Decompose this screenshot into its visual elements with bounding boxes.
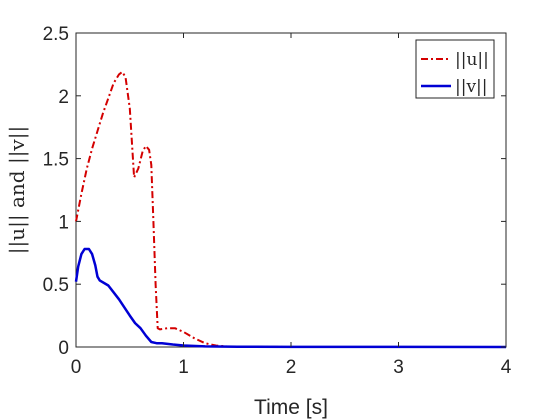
x-tick-label: 2 bbox=[286, 357, 297, 378]
x-tick-label: 4 bbox=[501, 357, 512, 378]
y-axis-label: ||u|| and ||v|| bbox=[5, 126, 30, 254]
y-tick-label: 1.5 bbox=[43, 150, 69, 171]
y-tick-label: 0.5 bbox=[43, 275, 69, 296]
x-axis-label: Time [s] bbox=[254, 396, 328, 419]
y-tick-label: 0 bbox=[58, 338, 69, 359]
y-tick-label: 2 bbox=[58, 87, 69, 108]
series-line-u bbox=[75, 70, 506, 348]
legend-box bbox=[415, 39, 495, 99]
y-tick-label: 2.5 bbox=[43, 24, 69, 45]
legend-label-u: ||u|| bbox=[455, 50, 489, 70]
x-tick-label: 1 bbox=[178, 357, 189, 378]
series-line-v bbox=[74, 247, 507, 349]
legend: ||u|| ||v|| bbox=[415, 39, 495, 99]
y-tick-label: 1 bbox=[58, 212, 69, 233]
x-tick-label: 0 bbox=[71, 357, 82, 378]
legend-label-v: ||v|| bbox=[455, 77, 488, 97]
x-tick-label: 3 bbox=[393, 357, 404, 378]
